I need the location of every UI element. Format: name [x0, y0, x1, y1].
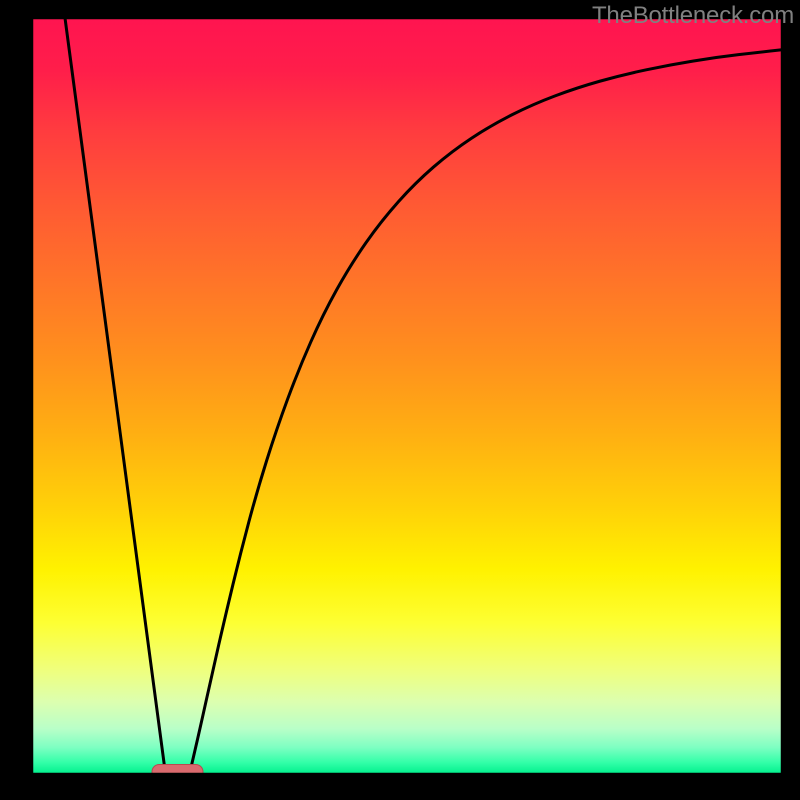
plot-gradient-background [32, 18, 782, 774]
chart-container: TheBottleneck.com [0, 0, 800, 800]
bottleneck-chart [0, 0, 800, 800]
watermark-text: TheBottleneck.com [592, 2, 794, 30]
